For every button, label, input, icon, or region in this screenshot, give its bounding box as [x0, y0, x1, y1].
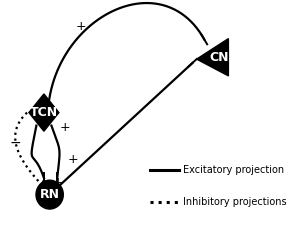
Text: +: + — [59, 121, 70, 134]
Text: +: + — [76, 20, 86, 33]
Circle shape — [36, 180, 63, 209]
Text: RN: RN — [40, 188, 60, 201]
Text: CN: CN — [210, 51, 229, 64]
Text: +: + — [68, 153, 79, 166]
Text: TCN: TCN — [30, 106, 58, 119]
Polygon shape — [29, 94, 59, 131]
Text: +: + — [53, 176, 63, 189]
Text: Inhibitory projections: Inhibitory projections — [183, 197, 287, 207]
Text: Excitatory projection: Excitatory projection — [183, 165, 284, 175]
Polygon shape — [197, 38, 228, 76]
Text: −: − — [10, 136, 21, 149]
